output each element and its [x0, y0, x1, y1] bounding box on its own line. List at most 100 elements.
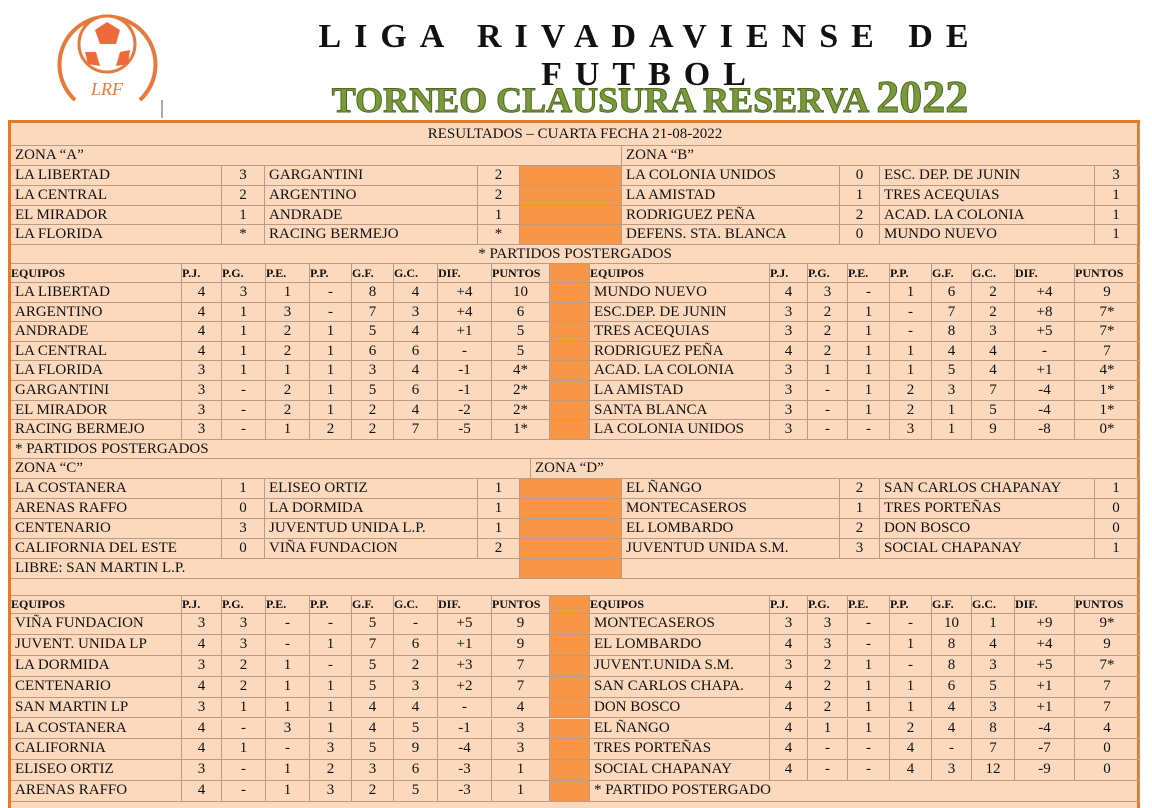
stat-cell: 8: [932, 655, 972, 677]
stat-cell: 1: [848, 302, 890, 323]
stat-cell: +5: [1015, 322, 1075, 342]
column-header: P.J.: [770, 264, 808, 283]
separator: [520, 539, 622, 559]
column-header: P.P.: [890, 264, 932, 283]
bye-team: LIBRE: SAN MARTIN L.P.: [11, 559, 520, 579]
separator: [550, 676, 590, 698]
stat-cell: -: [438, 697, 492, 719]
stat-cell: 5: [352, 322, 394, 342]
stat-cell: 4: [182, 739, 222, 761]
home-score: 1: [840, 499, 880, 519]
stat-cell: 1: [222, 341, 266, 362]
stat-cell: -: [808, 400, 848, 421]
stat-cell: 1*: [1075, 381, 1140, 401]
stat-cell: -: [266, 614, 310, 635]
stat-cell: 4: [770, 739, 808, 761]
separator: [520, 519, 622, 539]
team-name: EL ÑANGO: [590, 718, 770, 740]
stat-cell: -: [222, 381, 266, 401]
stat-cell: 8: [352, 283, 394, 303]
stat-cell: 3: [770, 302, 808, 323]
stat-cell: 3: [808, 283, 848, 303]
stat-cell: 3: [972, 697, 1015, 719]
team-name: ELISEO ORTIZ: [11, 760, 182, 782]
team-name: ESC.DEP. DE JUNIN: [590, 302, 770, 323]
separator: [520, 225, 622, 245]
stat-cell: 7*: [1075, 655, 1140, 677]
stat-cell: 2: [808, 302, 848, 323]
home-score: 1: [222, 205, 265, 226]
stat-cell: -: [890, 322, 932, 342]
stat-cell: -: [890, 302, 932, 323]
team-name: MUNDO NUEVO: [590, 283, 770, 303]
home-score: 2: [840, 519, 880, 539]
away-score: 2: [478, 166, 520, 186]
note: * PARTIDOS POSTERGADOS: [11, 440, 1140, 459]
home-team: MONTECASEROS: [622, 499, 840, 519]
stat-cell: 7: [352, 302, 394, 323]
stat-cell: 1: [890, 676, 932, 698]
away-score: 1: [1095, 225, 1138, 245]
stat-cell: 3: [182, 614, 222, 635]
stat-cell: 3: [310, 781, 352, 803]
stat-cell: 7: [492, 655, 550, 677]
stat-cell: 4: [394, 400, 438, 421]
column-header: P.P.: [310, 596, 352, 614]
stat-cell: -4: [1015, 381, 1075, 401]
stat-cell: 1: [222, 361, 266, 381]
column-header: P.E.: [266, 596, 310, 614]
stat-cell: 4: [770, 341, 808, 362]
stat-cell: 1: [808, 361, 848, 381]
team-name: TRES ACEQUIAS: [590, 322, 770, 342]
stat-cell: 3: [182, 697, 222, 719]
stat-cell: 3: [266, 302, 310, 323]
stat-cell: 9: [492, 614, 550, 635]
stat-cell: 4: [182, 676, 222, 698]
away-score: 1: [1095, 539, 1138, 559]
separator: [550, 283, 590, 303]
home-team: LA AMISTAD: [622, 185, 840, 206]
stat-cell: 7*: [1075, 322, 1140, 342]
stat-cell: 5: [972, 676, 1015, 698]
team-name: JUVENT.UNIDA S.M.: [590, 655, 770, 677]
separator: [550, 361, 590, 381]
separator: [550, 322, 590, 342]
stat-cell: 2: [890, 718, 932, 740]
stat-cell: 4: [394, 322, 438, 342]
home-score: 3: [222, 519, 265, 539]
stat-cell: 2: [808, 697, 848, 719]
home-team: JUVENTUD UNIDA S.M.: [622, 539, 840, 559]
home-score: 3: [840, 539, 880, 559]
stat-cell: 3: [492, 739, 550, 761]
zone-label: ZONA “C”: [11, 459, 531, 479]
stat-cell: -: [848, 634, 890, 656]
stat-cell: 3: [770, 655, 808, 677]
separator: [520, 499, 622, 519]
stat-cell: -4: [1015, 400, 1075, 421]
separator: [550, 400, 590, 421]
stat-cell: +9: [1015, 614, 1075, 635]
away-team: ESC. DEP. DE JUNIN: [880, 166, 1095, 186]
stat-cell: 4: [394, 697, 438, 719]
column-header: PUNTOS: [492, 264, 550, 283]
stat-cell: 1: [492, 781, 550, 803]
stat-cell: +8: [1015, 302, 1075, 323]
stat-cell: 1: [808, 718, 848, 740]
team-name: LA COSTANERA: [11, 718, 182, 740]
stat-cell: 2: [222, 655, 266, 677]
column-header: DIF.: [1015, 264, 1075, 283]
stat-cell: -: [848, 283, 890, 303]
logo-text: LRF: [90, 79, 124, 99]
stat-cell: 1: [972, 614, 1015, 635]
home-team: LA COLONIA UNIDOS: [622, 166, 840, 186]
stat-cell: 2: [266, 381, 310, 401]
stat-cell: -: [310, 302, 352, 323]
stat-cell: 3: [222, 614, 266, 635]
stat-cell: -7: [1015, 739, 1075, 761]
away-score: 2: [478, 539, 520, 559]
stat-cell: -: [394, 614, 438, 635]
stat-cell: 1: [310, 718, 352, 740]
separator: [550, 718, 590, 740]
stat-cell: 4: [932, 697, 972, 719]
stat-cell: +1: [438, 634, 492, 656]
